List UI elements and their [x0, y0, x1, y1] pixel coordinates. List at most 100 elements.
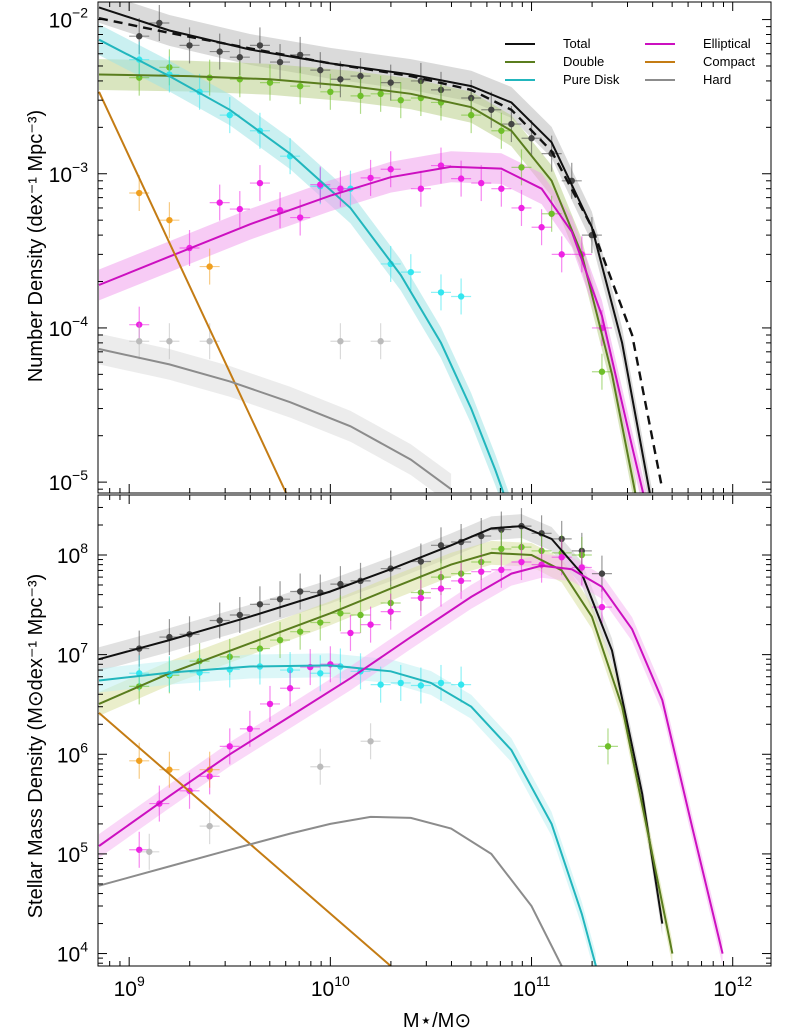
legend-label-pure-disk: Pure Disk: [563, 72, 620, 87]
top-y-tick-label: 10−3: [49, 159, 89, 187]
bottom-point-hard: [146, 848, 153, 855]
top-point-total: [156, 19, 163, 27]
x-tick-label: 1012: [713, 973, 752, 1001]
bottom-line-double: [98, 551, 674, 954]
top-plot-area: [98, 2, 664, 493]
top-point-hard: [337, 338, 344, 345]
top-point-hard: [377, 338, 384, 345]
top-point-hard: [166, 338, 173, 345]
bottom-point-hard: [206, 822, 213, 830]
top-point-pure-disk: [226, 111, 233, 119]
top-point-total: [136, 33, 143, 40]
legend: Total Double Pure Disk Elliptical Compact Har…: [505, 36, 755, 87]
top-panel: 10−5 10−4 10−3 10−2: [49, 1, 772, 495]
bottom-frame: [97, 494, 772, 967]
bottom-line-elliptical: [98, 564, 724, 954]
legend-label-hard: Hard: [703, 72, 731, 87]
x-tick-label: 1011: [513, 973, 551, 1001]
bottom-point-pure-disk: [437, 679, 445, 687]
bottom-point-total: [236, 611, 244, 619]
bottom-point-total: [598, 570, 606, 577]
top-point-elliptical: [538, 224, 545, 231]
top-band-pure-disk: [99, 24, 510, 493]
bottom-line-compact: [98, 712, 392, 966]
legend-label-compact: Compact: [703, 54, 755, 69]
bottom-point-elliptical: [417, 594, 425, 602]
bottom-y-tick-label: 108: [57, 540, 88, 568]
bottom-point-double: [357, 611, 364, 619]
bottom-point-elliptical: [367, 621, 374, 628]
bottom-y-tick-label: 107: [57, 640, 88, 668]
bottom-point-elliptical: [498, 566, 505, 574]
bottom-point-pure-disk: [457, 681, 465, 688]
x-tick-label: 109: [114, 973, 145, 1001]
top-point-double: [598, 368, 606, 375]
top-point-compact: [166, 216, 173, 224]
top-point-elliptical: [437, 162, 445, 169]
legend-label-total: Total: [563, 36, 591, 51]
top-point-compact: [206, 263, 213, 270]
bottom-point-double: [498, 545, 505, 553]
bottom-point-total: [437, 542, 445, 549]
top-point-double: [357, 92, 364, 100]
bottom-point-elliptical: [286, 685, 294, 692]
top-point-double: [498, 127, 505, 134]
bottom-point-elliptical: [457, 577, 465, 585]
top-point-double: [548, 210, 555, 217]
legend-label-double: Double: [563, 54, 604, 69]
bottom-band-elliptical: [99, 553, 723, 966]
top-point-elliptical: [457, 175, 465, 182]
top-point-total: [488, 106, 495, 113]
x-tick-label: 1010: [311, 973, 350, 1001]
top-point-total: [186, 42, 193, 49]
bottom-point-pure-disk: [317, 670, 324, 677]
top-point-elliptical: [498, 185, 505, 192]
bottom-point-double: [604, 743, 612, 750]
top-point-total: [528, 135, 535, 142]
top-point-compact: [136, 189, 143, 197]
bottom-point-double: [337, 610, 344, 617]
bottom-point-pure-disk: [377, 681, 384, 688]
top-y-tick-label: 10−4: [49, 313, 89, 341]
top-point-elliptical: [236, 205, 244, 213]
top-point-double: [377, 90, 384, 98]
bottom-point-hard: [367, 738, 374, 745]
top-point-hard: [136, 338, 143, 345]
bottom-point-double: [317, 619, 324, 626]
bottom-point-double: [276, 636, 284, 644]
top-point-total: [216, 48, 223, 55]
top-point-total: [357, 72, 364, 80]
bottom-point-elliptical: [518, 558, 525, 566]
top-line-double: [98, 73, 637, 493]
top-point-elliptical: [337, 185, 344, 192]
top-point-pure-disk: [407, 268, 415, 276]
bottom-point-double: [296, 628, 304, 635]
top-point-elliptical: [478, 179, 485, 187]
bottom-point-total: [478, 532, 485, 540]
top-point-hard: [206, 338, 213, 345]
top-point-total: [508, 120, 515, 128]
bottom-point-elliptical: [598, 603, 606, 611]
bottom-point-total: [296, 588, 304, 595]
top-y-tick-label: 10−5: [49, 467, 89, 495]
top-point-elliptical: [558, 251, 565, 258]
bottom-point-elliptical: [387, 608, 394, 615]
top-point-elliptical: [276, 207, 284, 214]
top-y-axis-title: Number Density (dex⁻¹ Mpc⁻³): [25, 110, 47, 382]
bottom-point-pure-disk: [417, 682, 425, 689]
bottom-point-elliptical: [246, 725, 254, 733]
bottom-panel: 104 105 106 107 108 109 1010 1011 1012: [57, 494, 772, 1001]
top-point-pure-disk: [437, 289, 445, 296]
top-point-double: [266, 79, 274, 86]
bottom-point-total: [216, 617, 223, 624]
top-point-total: [256, 42, 264, 49]
top-point-total: [236, 54, 244, 61]
bottom-point-elliptical: [478, 568, 485, 575]
bottom-point-elliptical: [266, 700, 274, 708]
bottom-line-total: [98, 525, 664, 924]
bottom-point-total: [337, 580, 344, 588]
bottom-band-pure-disk: [99, 653, 596, 966]
top-point-elliptical: [367, 174, 374, 182]
bottom-point-pure-disk: [397, 679, 404, 687]
top-point-total: [276, 58, 284, 66]
